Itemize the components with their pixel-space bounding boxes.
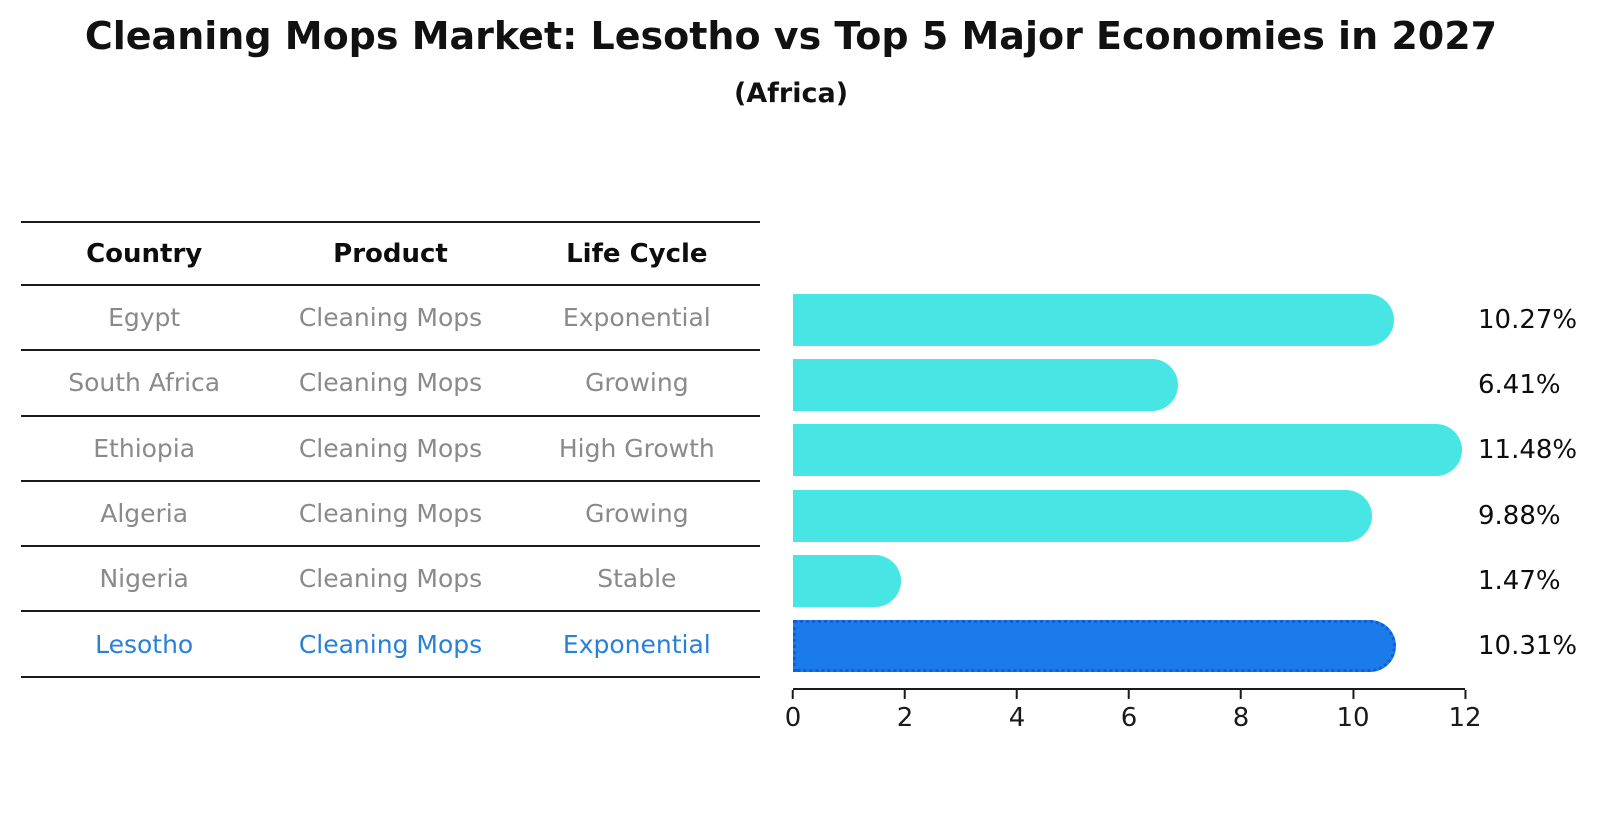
tick-label: 6 <box>1120 703 1138 733</box>
cell-country: Algeria <box>100 499 189 529</box>
cell-product: Cleaning Mops <box>298 303 483 333</box>
tick-mark <box>1239 690 1242 699</box>
bar-south-africa <box>793 358 1178 411</box>
value-labels: 10.27% 6.41% 11.48% 9.88% 1.47% 10.31% <box>1478 287 1604 679</box>
x-tick: 6 <box>1120 690 1138 733</box>
table-header-row: Country Product Life Cycle <box>21 222 760 285</box>
cell-country: Egypt <box>108 303 181 333</box>
value-label: 9.88% <box>1478 500 1561 531</box>
table-row: Nigeria Cleaning Mops Stable <box>21 546 760 612</box>
bar-row <box>793 614 1465 679</box>
tick-label: 2 <box>896 703 914 733</box>
tick-mark <box>1127 690 1130 699</box>
cell-product: Cleaning Mops <box>298 629 483 659</box>
bar-row <box>793 352 1465 417</box>
cell-life-cycle: Exponential <box>562 629 711 659</box>
tick-mark <box>791 690 794 699</box>
table-header: Country Product Life Cycle <box>21 222 760 285</box>
cell-life-cycle: High Growth <box>558 433 715 463</box>
cell-country: Nigeria <box>99 564 189 594</box>
tick-label: 0 <box>784 703 802 733</box>
table-row: Algeria Cleaning Mops Growing <box>21 481 760 547</box>
value-label: 11.48% <box>1478 435 1578 466</box>
bar-ethiopia <box>793 424 1462 477</box>
cell-product: Cleaning Mops <box>298 433 483 463</box>
cell-life-cycle: Growing <box>585 368 689 398</box>
bar-lesotho <box>793 620 1397 673</box>
table-body: Egypt Cleaning Mops Exponential South Afric… <box>21 285 760 677</box>
x-tick: 12 <box>1448 690 1482 733</box>
value-label: 1.47% <box>1478 565 1561 596</box>
x-tick: 0 <box>784 690 802 733</box>
cell-life-cycle: Exponential <box>562 303 711 333</box>
bar-row <box>793 287 1465 352</box>
cell-country: Lesotho <box>95 629 194 659</box>
bar-algeria <box>793 489 1373 542</box>
tick-mark <box>1015 690 1018 699</box>
cell-country: Ethiopia <box>93 433 196 463</box>
bar-row <box>793 418 1465 483</box>
x-axis: 0 2 4 6 8 10 12 <box>785 688 1482 748</box>
cell-product: Cleaning Mops <box>298 368 483 398</box>
cell-life-cycle: Growing <box>585 499 689 529</box>
cell-product: Cleaning Mops <box>298 499 483 529</box>
tick-mark <box>1352 690 1354 699</box>
tick-mark <box>903 690 906 699</box>
x-tick: 2 <box>896 690 914 733</box>
tick-mark <box>1464 690 1466 699</box>
table-row: South Africa Cleaning Mops Growing <box>21 350 760 416</box>
cell-country: South Africa <box>68 368 221 398</box>
plot-area <box>793 287 1465 679</box>
x-tick: 4 <box>1008 690 1026 733</box>
bar-row <box>793 548 1465 613</box>
tick-label: 8 <box>1232 703 1250 733</box>
x-tick: 8 <box>1232 690 1250 733</box>
bar-row <box>793 483 1465 548</box>
value-label: 10.27% <box>1478 304 1578 335</box>
chart-subtitle: (Africa) <box>733 77 849 109</box>
table-row: Egypt Cleaning Mops Exponential <box>21 285 760 351</box>
cell-product: Cleaning Mops <box>298 564 483 594</box>
country-table: Country Product Life Cycle Egypt Cleaning… <box>21 221 760 678</box>
tick-label: 12 <box>1448 703 1482 733</box>
header-product: Product <box>333 238 448 269</box>
x-tick: 10 <box>1336 690 1370 733</box>
x-axis-line <box>793 688 1465 690</box>
tick-label: 4 <box>1008 703 1026 733</box>
table-row: Ethiopia Cleaning Mops High Growth <box>21 416 760 481</box>
value-label: 6.41% <box>1478 369 1561 400</box>
bar-nigeria <box>793 554 902 607</box>
chart-title: Cleaning Mops Market: Lesotho vs Top 5 M… <box>84 14 1498 58</box>
title-block: Cleaning Mops Market: Lesotho vs Top 5 M… <box>0 14 1582 109</box>
cell-life-cycle: Stable <box>597 564 677 594</box>
value-label: 10.31% <box>1478 631 1578 662</box>
bar-egypt <box>793 293 1395 346</box>
table-row: Lesotho Cleaning Mops Exponential <box>21 611 760 677</box>
header-life-cycle: Life Cycle <box>566 238 708 269</box>
tick-label: 10 <box>1336 703 1370 733</box>
header-country: Country <box>86 238 203 269</box>
